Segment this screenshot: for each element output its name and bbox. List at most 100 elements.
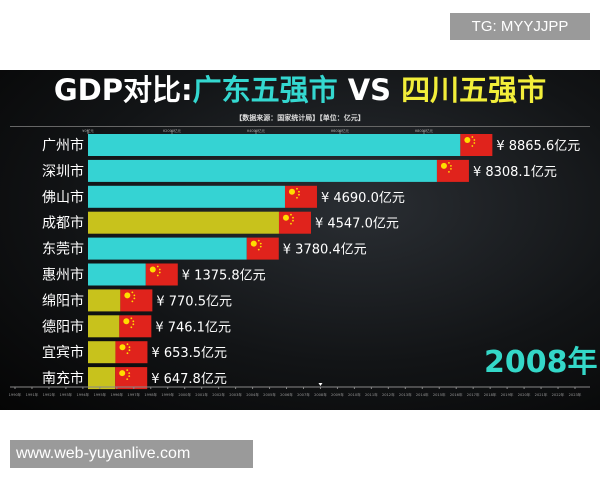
timeline-year-label: 2002年 [212, 392, 225, 397]
flag-star [471, 145, 474, 147]
value-label: ¥ 770.5亿元 [156, 294, 232, 309]
timeline-year-label: 2023年 [569, 392, 582, 397]
bar [88, 289, 121, 312]
china-flag-icon [119, 315, 152, 338]
flag-star [257, 239, 260, 242]
timeline-marker[interactable] [318, 383, 323, 386]
timeline-year-label: 2009年 [331, 392, 344, 397]
timeline-year-label: 2013年 [399, 392, 412, 397]
flag-star [132, 323, 135, 326]
china-flag-icon [278, 211, 311, 234]
x-tick-label: ¥8000亿元 [415, 128, 434, 133]
flag-star [282, 214, 289, 221]
flag-star [450, 168, 452, 170]
flag-star [296, 196, 298, 199]
x-tick-label: ¥4000亿元 [247, 128, 266, 133]
timeline-year-label: 2011年 [365, 392, 378, 397]
flag-star [133, 297, 136, 300]
timeline-year-label: 1998年 [144, 392, 157, 397]
value-label: ¥ 8865.6亿元 [496, 139, 580, 154]
timeline-year-label: 2015年 [433, 392, 446, 397]
bar [88, 341, 116, 364]
flag-star [124, 292, 131, 299]
bar [88, 263, 146, 286]
flag-star [288, 188, 295, 195]
flag-star [126, 369, 129, 371]
timeline-year-label: 2017年 [467, 392, 480, 397]
flag-star [156, 265, 159, 268]
timeline-year-label: 2021年 [535, 392, 548, 397]
bar [88, 237, 247, 260]
value-label: ¥ 653.5亿元 [151, 346, 227, 361]
flag-star [464, 137, 471, 143]
flag-star [119, 370, 126, 377]
flag-star [250, 240, 257, 247]
flag-star [448, 171, 450, 173]
year-label: 2008年 [484, 345, 598, 380]
china-flag-icon [115, 341, 148, 364]
value-label: ¥ 3780.4亿元 [283, 243, 367, 258]
flag-star [440, 162, 447, 169]
bar [88, 211, 279, 234]
flag-star [290, 222, 292, 225]
flag-star [119, 344, 126, 351]
timeline-year-label: 2014年 [416, 392, 429, 397]
value-label: ¥ 8308.1亿元 [473, 165, 557, 180]
timeline-year-label: 2001年 [195, 392, 208, 397]
flag-star [298, 190, 300, 193]
flag-star [126, 343, 129, 346]
timeline-year-label: 1990年 [9, 392, 22, 397]
bar [88, 159, 437, 182]
timeline-year-label: 2019年 [501, 392, 514, 397]
flag-star [473, 139, 476, 141]
flag-star [158, 271, 161, 274]
category-label: 成都市 [42, 215, 84, 232]
timeline-year-label: 2003年 [229, 392, 242, 397]
flag-star [131, 291, 134, 294]
category-label: 东莞市 [42, 241, 84, 258]
x-tick-label: ¥2000亿元 [163, 128, 182, 133]
flag-star [156, 274, 159, 277]
flag-star [292, 216, 294, 219]
x-tick-label: ¥0亿元 [82, 128, 94, 133]
timeline-year-label: 1999年 [161, 392, 174, 397]
title-sichuan: 四川五强市 [401, 73, 547, 107]
flag-star [296, 187, 298, 190]
title-vs: VS [337, 73, 402, 107]
timeline-year-label: 2008年 [314, 392, 327, 397]
timeline-year-label: 1992年 [43, 392, 56, 397]
timeline-year-label: 1995年 [93, 392, 106, 397]
china-flag-icon [120, 289, 153, 312]
flag-star [158, 268, 161, 271]
timeline-year-label: 2005年 [263, 392, 276, 397]
watermark-top: TG: MYYJJPP [450, 13, 590, 40]
flag-star [128, 375, 131, 377]
flag-star [290, 213, 292, 216]
category-label: 广州市 [42, 137, 84, 154]
flag-star [128, 372, 131, 374]
watermark-bottom: www.web-yuyanlive.com [10, 440, 253, 468]
divider [10, 126, 590, 127]
flag-star [128, 349, 131, 352]
timeline-year-label: 1996年 [110, 392, 123, 397]
title-guangdong: 广东五强市 [192, 73, 338, 107]
timeline-year-label: 2018年 [484, 392, 497, 397]
timeline-year-label: 2007年 [297, 392, 310, 397]
category-label: 绵阳市 [42, 292, 84, 309]
timeline-year-label: 2020年 [518, 392, 531, 397]
category-label: 南充市 [42, 370, 84, 387]
bar [88, 134, 461, 156]
bar [88, 367, 116, 390]
value-label: ¥ 4547.0亿元 [315, 217, 399, 232]
value-label: ¥ 1375.8亿元 [182, 269, 266, 284]
value-label: ¥ 647.8亿元 [151, 372, 227, 387]
timeline-year-label: 1997年 [127, 392, 140, 397]
timeline-year-label: 2000年 [178, 392, 191, 397]
flag-star [130, 317, 133, 320]
flag-star [132, 320, 135, 323]
china-flag-icon [115, 367, 148, 390]
timeline-year-label: 2016年 [450, 392, 463, 397]
flag-star [298, 193, 300, 196]
category-label: 深圳市 [42, 163, 84, 180]
